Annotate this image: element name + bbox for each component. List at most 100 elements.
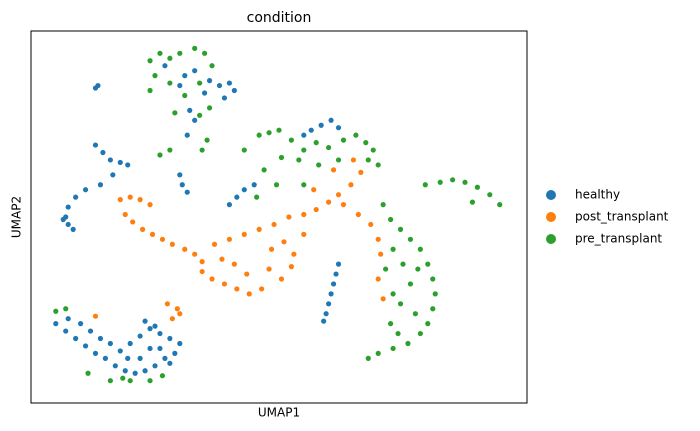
legend-marker — [546, 212, 556, 222]
point — [206, 105, 213, 111]
point — [107, 378, 113, 384]
point — [266, 266, 272, 272]
point — [125, 162, 131, 168]
point — [107, 340, 113, 347]
point — [182, 92, 188, 99]
point — [216, 82, 223, 89]
point — [53, 308, 59, 314]
point — [92, 142, 99, 148]
point — [164, 301, 170, 307]
point — [204, 137, 210, 143]
point — [132, 370, 138, 376]
point — [110, 172, 116, 178]
point — [202, 90, 208, 96]
point — [130, 219, 136, 225]
point — [462, 179, 468, 185]
point — [199, 268, 205, 275]
point — [206, 78, 213, 84]
point — [182, 73, 188, 79]
point — [231, 261, 237, 267]
point — [152, 363, 158, 369]
point — [333, 271, 339, 277]
point — [355, 211, 361, 218]
point — [197, 80, 203, 86]
point — [209, 276, 215, 282]
plot-frame — [30, 30, 528, 404]
point — [474, 184, 480, 190]
point — [256, 226, 262, 232]
series — [53, 63, 342, 376]
legend-marker — [546, 234, 556, 244]
point — [167, 55, 173, 61]
point — [313, 206, 319, 213]
point — [147, 326, 153, 332]
point — [350, 157, 356, 163]
point — [152, 73, 158, 79]
point — [92, 85, 99, 91]
point — [340, 137, 347, 143]
point — [301, 182, 307, 188]
point — [268, 246, 275, 252]
point — [291, 251, 297, 257]
point — [226, 80, 232, 86]
y-axis-label: UMAP2 — [10, 196, 24, 238]
point — [271, 221, 277, 228]
point — [167, 360, 173, 366]
point — [266, 130, 272, 136]
point — [308, 127, 314, 133]
point — [177, 82, 183, 89]
point — [63, 306, 69, 312]
point — [147, 58, 153, 64]
point — [450, 177, 456, 183]
point — [390, 345, 396, 352]
point — [375, 276, 381, 282]
point — [192, 68, 198, 74]
point — [53, 321, 59, 327]
point — [179, 182, 185, 188]
point — [415, 266, 421, 272]
point — [412, 311, 418, 317]
point — [172, 110, 178, 116]
point — [87, 328, 94, 334]
point — [246, 291, 252, 297]
point — [422, 182, 428, 188]
point — [221, 281, 228, 287]
series — [92, 157, 386, 322]
point — [278, 154, 285, 161]
point — [92, 350, 99, 356]
point — [219, 256, 225, 262]
point — [395, 330, 401, 337]
legend: healthy post_transplant pre_transplant — [546, 188, 669, 246]
point — [167, 80, 173, 86]
point — [405, 340, 411, 347]
x-axis-label: UMAP1 — [258, 406, 300, 420]
point — [157, 345, 163, 352]
point — [430, 276, 436, 282]
point — [335, 192, 342, 198]
point — [301, 211, 307, 218]
point — [335, 261, 342, 267]
point — [184, 132, 190, 138]
point — [261, 167, 267, 173]
point — [127, 340, 133, 347]
point — [82, 343, 89, 349]
point — [162, 63, 168, 69]
point — [251, 182, 257, 188]
point — [318, 122, 324, 128]
point — [365, 355, 371, 361]
point — [107, 157, 113, 163]
point — [348, 182, 354, 188]
point — [209, 63, 215, 69]
point — [167, 147, 173, 153]
point — [335, 157, 342, 163]
point — [378, 251, 384, 257]
point — [340, 202, 347, 208]
point — [296, 157, 302, 163]
point — [326, 301, 332, 307]
point — [313, 140, 319, 146]
point — [328, 291, 334, 297]
point — [197, 112, 203, 118]
point — [234, 286, 240, 292]
